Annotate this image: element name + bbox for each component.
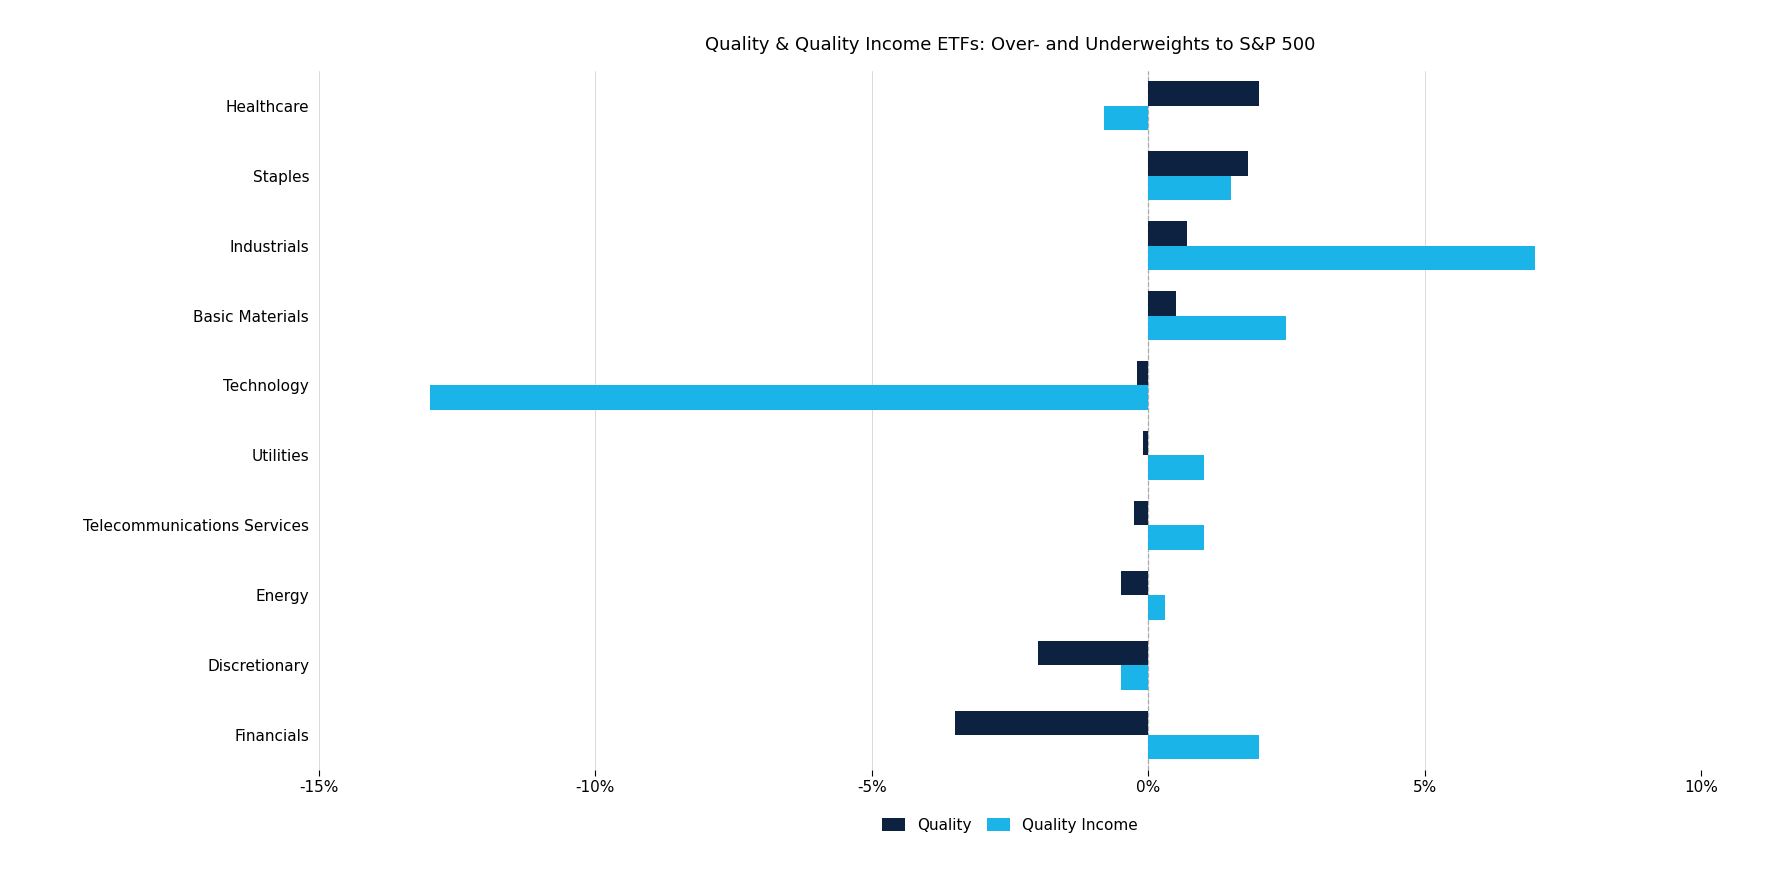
Bar <box>1148 151 1247 175</box>
Bar <box>1148 455 1203 480</box>
Bar <box>429 385 1148 410</box>
Bar <box>1148 315 1286 340</box>
Bar <box>955 711 1148 735</box>
Bar <box>1148 595 1164 620</box>
Bar <box>1148 81 1258 105</box>
Bar <box>1120 666 1148 689</box>
Title: Quality & Quality Income ETFs: Over- and Underweights to S&P 500: Quality & Quality Income ETFs: Over- and… <box>705 36 1315 54</box>
Bar <box>1038 641 1148 666</box>
Bar <box>1104 105 1148 130</box>
Bar <box>1143 431 1148 455</box>
Legend: Quality, Quality Income: Quality, Quality Income <box>875 812 1145 839</box>
Bar <box>1148 175 1232 200</box>
Bar <box>1120 571 1148 595</box>
Bar <box>1138 361 1148 385</box>
Bar <box>1134 501 1148 525</box>
Bar <box>1148 245 1535 270</box>
Bar <box>1148 221 1187 245</box>
Bar <box>1148 525 1203 550</box>
Bar <box>1148 291 1177 315</box>
Bar <box>1148 735 1258 759</box>
